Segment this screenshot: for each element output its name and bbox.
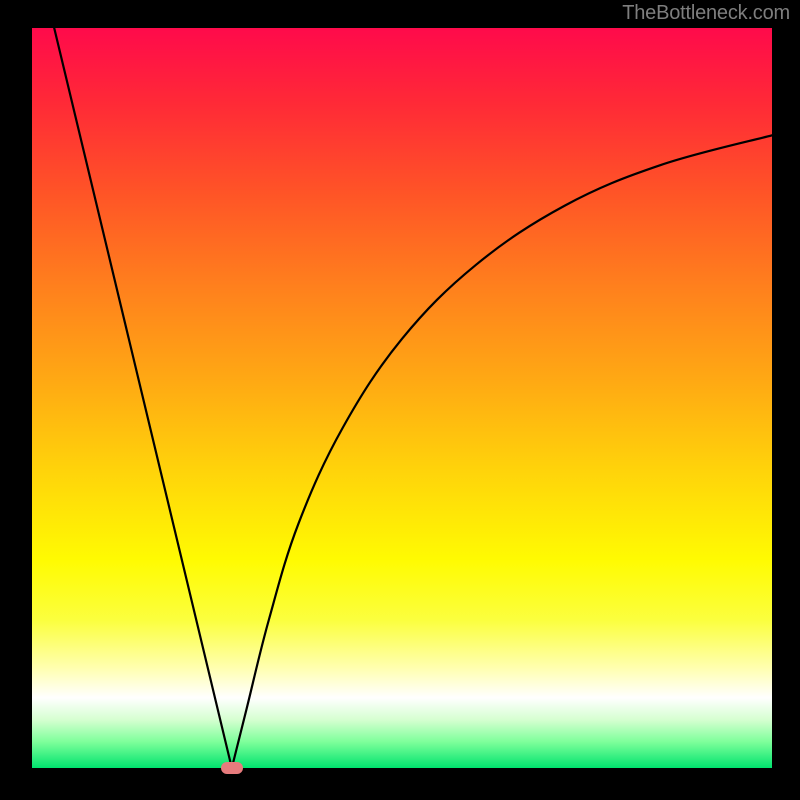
watermark-text: TheBottleneck.com [622, 2, 790, 25]
chart-frame: TheBottleneck.com [0, 0, 800, 800]
bottleneck-curve [32, 28, 772, 768]
plot-area [32, 28, 772, 768]
vertex-marker [221, 762, 243, 774]
